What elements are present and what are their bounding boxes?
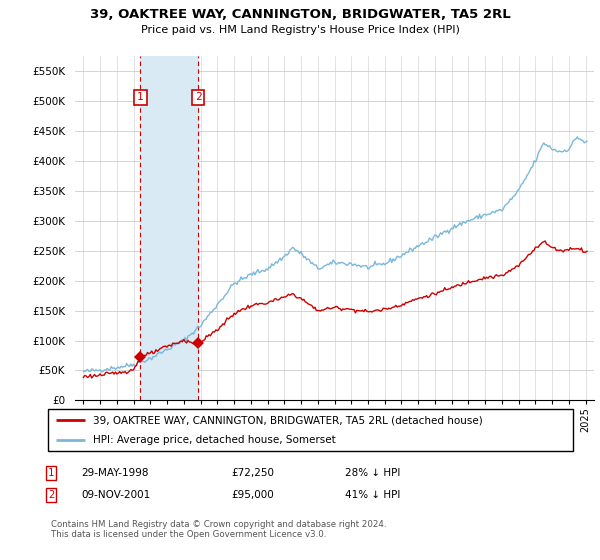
Text: Contains HM Land Registry data © Crown copyright and database right 2024.
This d: Contains HM Land Registry data © Crown c…: [51, 520, 386, 539]
Text: HPI: Average price, detached house, Somerset: HPI: Average price, detached house, Some…: [92, 435, 335, 445]
Text: 39, OAKTREE WAY, CANNINGTON, BRIDGWATER, TA5 2RL (detached house): 39, OAKTREE WAY, CANNINGTON, BRIDGWATER,…: [92, 415, 482, 425]
Text: 09-NOV-2001: 09-NOV-2001: [81, 490, 150, 500]
Bar: [140, 56, 198, 400]
Text: Price paid vs. HM Land Registry's House Price Index (HPI): Price paid vs. HM Land Registry's House …: [140, 25, 460, 35]
Text: 39, OAKTREE WAY, CANNINGTON, BRIDGWATER, TA5 2RL: 39, OAKTREE WAY, CANNINGTON, BRIDGWATER,…: [89, 8, 511, 21]
Text: 29-MAY-1998: 29-MAY-1998: [81, 468, 149, 478]
Text: 1: 1: [137, 92, 144, 102]
Text: £95,000: £95,000: [231, 490, 274, 500]
Text: 2: 2: [48, 490, 54, 500]
Text: 2: 2: [195, 92, 202, 102]
Text: 28% ↓ HPI: 28% ↓ HPI: [345, 468, 400, 478]
Text: 1: 1: [48, 468, 54, 478]
Text: £72,250: £72,250: [231, 468, 274, 478]
Text: 41% ↓ HPI: 41% ↓ HPI: [345, 490, 400, 500]
